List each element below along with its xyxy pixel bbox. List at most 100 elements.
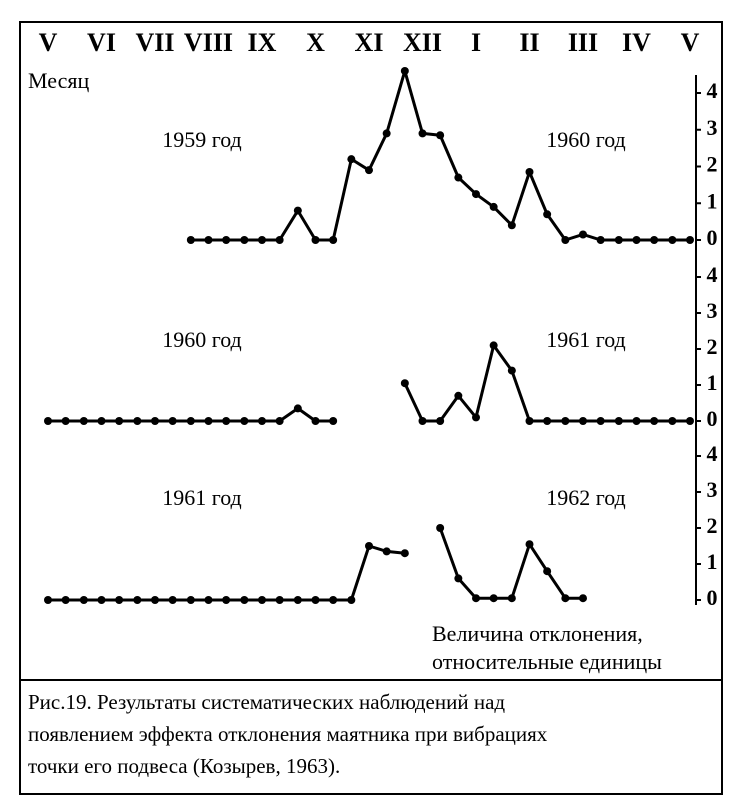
- point: [579, 594, 587, 603]
- line: [438, 527, 583, 600]
- point: [44, 417, 52, 425]
- x-tick-label: VIII: [184, 28, 233, 57]
- point: [596, 236, 605, 244]
- x-tick-label: V: [681, 28, 700, 57]
- y-tick-label: 0: [707, 585, 718, 610]
- point: [596, 417, 605, 425]
- x-tick-label: VII: [135, 28, 174, 57]
- point: [561, 236, 570, 244]
- point: [61, 417, 70, 425]
- point: [418, 417, 427, 425]
- point: [275, 417, 284, 425]
- point: [382, 547, 391, 556]
- point: [454, 574, 463, 583]
- panel-label: 1961 год: [162, 485, 242, 510]
- point: [168, 596, 177, 604]
- point: [79, 596, 88, 604]
- point: [240, 417, 249, 425]
- y-tick-label: 1: [707, 188, 718, 213]
- point: [258, 596, 266, 604]
- point: [507, 221, 516, 230]
- x-tick-label: VI: [87, 28, 116, 57]
- point: [168, 417, 177, 425]
- panel-label: 1960 год: [546, 127, 626, 152]
- x-tick-label: V: [39, 28, 58, 57]
- point: [133, 596, 142, 604]
- y-tick-label: 3: [707, 115, 718, 140]
- point: [579, 230, 587, 239]
- point: [686, 417, 694, 425]
- point: [614, 417, 623, 425]
- point: [293, 404, 302, 413]
- line: [190, 69, 690, 242]
- point: [579, 417, 587, 425]
- point: [151, 417, 159, 425]
- y-tick-label: 4: [707, 441, 718, 466]
- point: [133, 417, 142, 425]
- point: [543, 210, 552, 219]
- point: [489, 594, 498, 603]
- point: [418, 129, 427, 138]
- y-tick-label: 4: [707, 78, 718, 103]
- point: [311, 236, 320, 244]
- point: [79, 417, 88, 425]
- y-tick-label: 4: [707, 262, 718, 287]
- y-axis-label: Величина отклонения,: [432, 621, 643, 646]
- point: [347, 155, 356, 164]
- y-tick-label: 1: [707, 549, 718, 574]
- point: [632, 236, 641, 244]
- point: [614, 236, 623, 244]
- x-tick-label: IX: [248, 28, 277, 57]
- point: [293, 206, 302, 215]
- x-tick-label: XII: [403, 28, 442, 57]
- point: [347, 596, 356, 604]
- point: [293, 596, 302, 604]
- point: [507, 594, 516, 603]
- line: [48, 544, 405, 602]
- y-tick-label: 0: [707, 225, 718, 250]
- point: [186, 236, 195, 244]
- point: [454, 173, 463, 182]
- point: [204, 417, 213, 425]
- point: [668, 236, 677, 244]
- point: [186, 417, 195, 425]
- point: [525, 417, 534, 425]
- point: [436, 417, 445, 425]
- point: [561, 417, 570, 425]
- panel-label: 1960 год: [162, 327, 242, 352]
- point: [400, 379, 409, 388]
- x-tick-label: II: [519, 28, 539, 57]
- point: [151, 596, 159, 604]
- point: [382, 129, 391, 138]
- point: [222, 417, 231, 425]
- y-tick-label: 2: [707, 152, 718, 177]
- x-tick-label: X: [306, 28, 325, 57]
- point: [222, 596, 231, 604]
- y-tick-label: 0: [707, 406, 718, 431]
- point: [525, 168, 534, 177]
- point: [275, 236, 284, 244]
- point: [186, 596, 195, 604]
- point: [668, 417, 677, 425]
- y-tick-label: 3: [707, 477, 718, 502]
- line: [403, 343, 690, 423]
- caption: появлением эффекта отклонения маятника п…: [28, 722, 548, 746]
- point: [329, 596, 338, 604]
- point: [543, 417, 552, 425]
- point: [222, 236, 231, 244]
- point: [436, 524, 445, 532]
- caption: Рис.19. Результаты систематических наблю…: [28, 690, 505, 714]
- y-tick-label: 2: [707, 334, 718, 359]
- point: [472, 413, 480, 422]
- x-tick-label: III: [568, 28, 598, 57]
- point: [61, 596, 70, 604]
- point: [472, 594, 480, 603]
- point: [258, 417, 266, 425]
- point: [311, 596, 320, 604]
- panel-label: 1959 год: [162, 127, 242, 152]
- x-axis-label: Месяц: [28, 68, 89, 93]
- point: [436, 131, 445, 140]
- y-tick-label: 3: [707, 298, 718, 323]
- point: [365, 542, 373, 550]
